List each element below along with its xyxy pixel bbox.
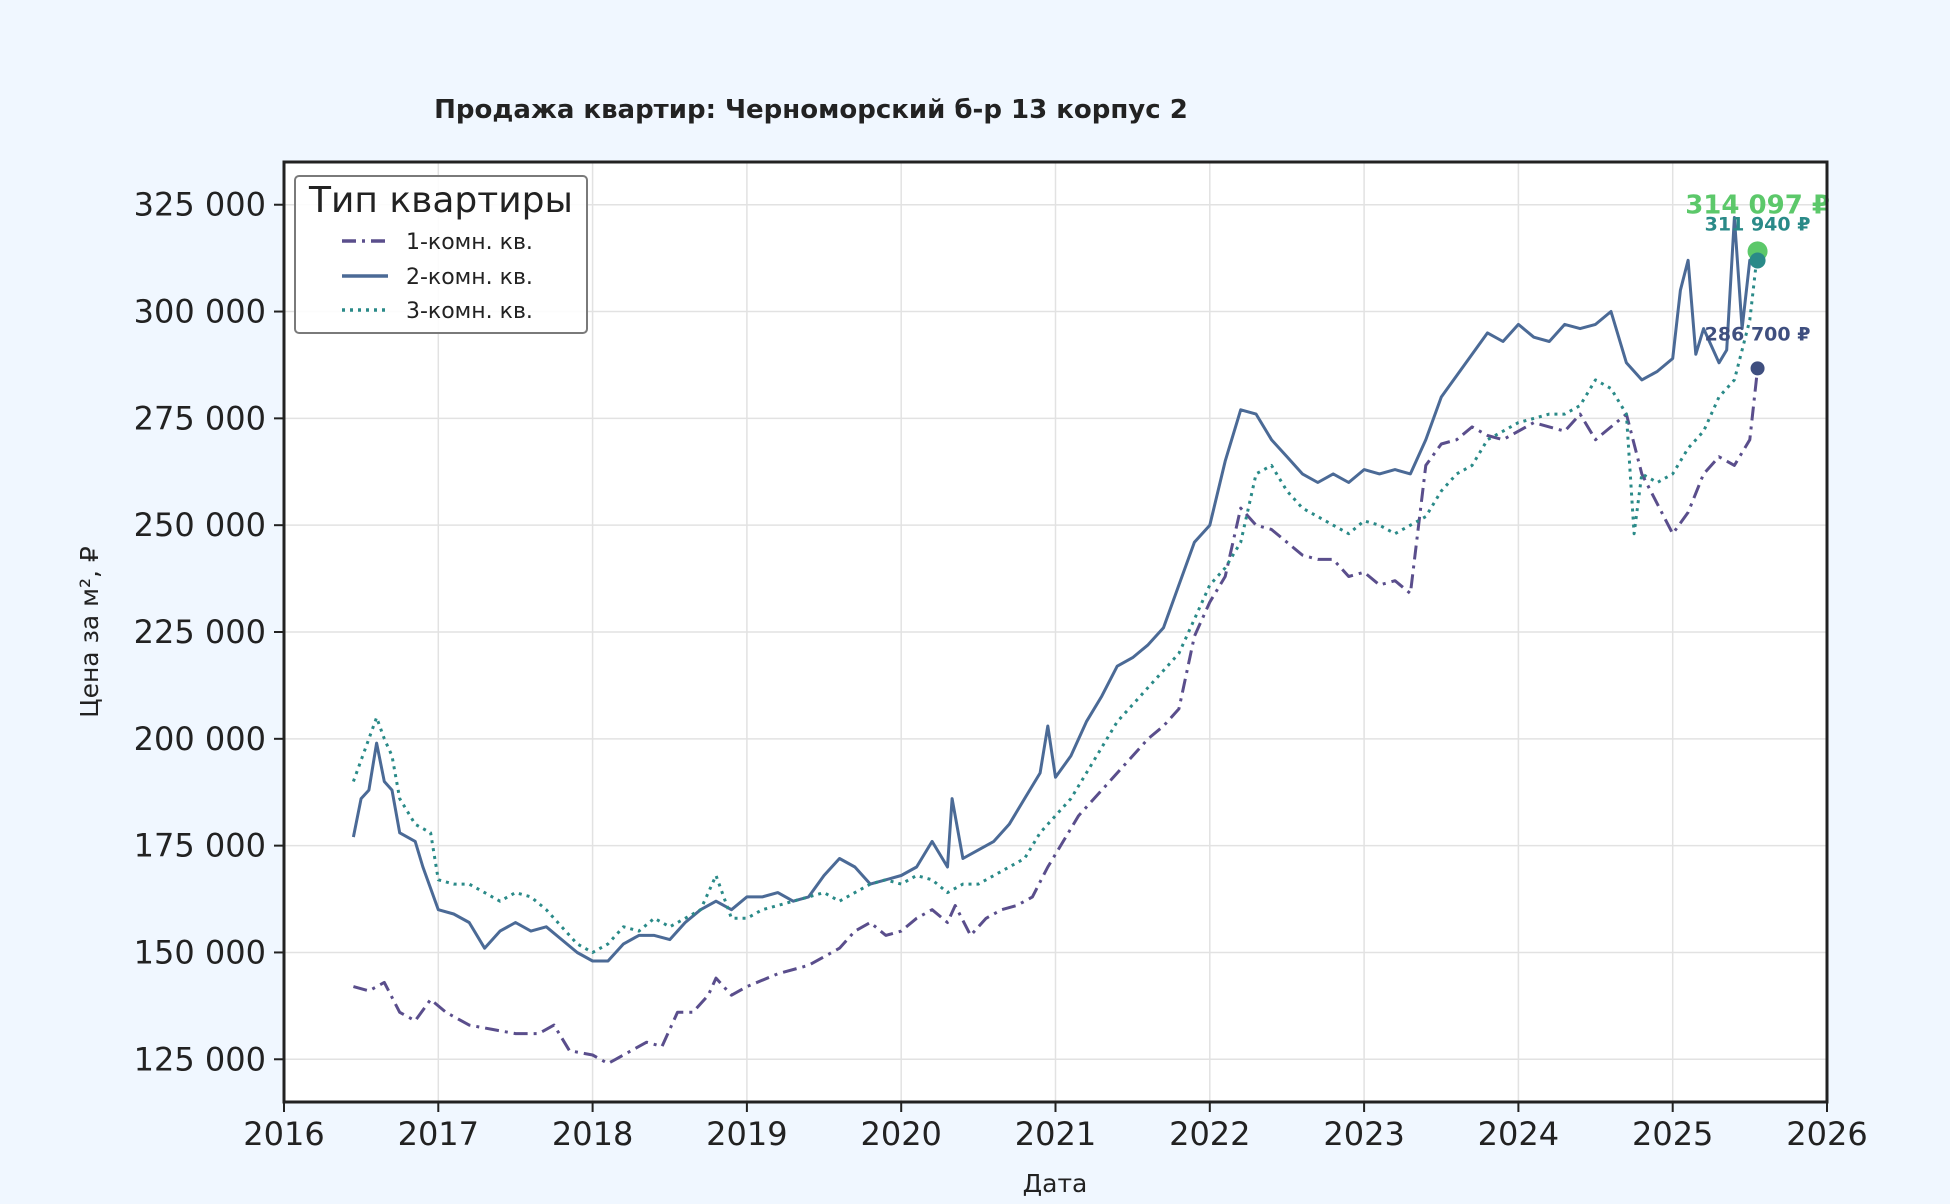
end-value-label: 311 940 ₽ <box>1705 214 1811 236</box>
legend-box <box>294 175 588 334</box>
x-tick-label: 2018 <box>552 1115 633 1153</box>
legend-label-2room: 2-комн. кв. <box>406 265 533 290</box>
legend-label-1room: 1-комн. кв. <box>406 230 533 255</box>
y-tick-label: 300 000 <box>134 293 266 331</box>
x-tick-label: 2016 <box>243 1115 324 1153</box>
x-tick-label: 2020 <box>860 1115 941 1153</box>
y-tick-label: 325 000 <box>134 186 266 224</box>
y-tick-label: 175 000 <box>134 827 266 865</box>
legend-label-3room: 3-комн. кв. <box>406 299 533 324</box>
x-tick-label: 2024 <box>1478 1115 1559 1153</box>
y-tick-label: 150 000 <box>134 933 266 971</box>
series-line-2room <box>351 216 1758 963</box>
grid-lines <box>283 162 1828 1102</box>
x-tick-label: 2017 <box>398 1115 479 1153</box>
end-markers: 314 097 ₽311 940 ₽ 286 700 ₽ <box>1685 190 1830 376</box>
x-tick-label: 2025 <box>1632 1115 1713 1153</box>
x-tick-label: 2023 <box>1323 1115 1404 1153</box>
end-value-label: 286 700 ₽ <box>1705 323 1811 345</box>
end-value-label: 314 097 ₽ <box>1685 190 1830 220</box>
legend: Тип квартиры 1-комн. кв. 2-комн. кв. 3-к… <box>294 175 588 334</box>
chart-title: Продажа квартир: Черноморский б-р 13 кор… <box>434 95 1188 125</box>
y-tick-label: 250 000 <box>134 506 266 544</box>
series-line-1room <box>352 368 1760 1065</box>
y-tick-label: 225 000 <box>134 613 266 651</box>
x-tick-label: 2019 <box>706 1115 787 1153</box>
legend-title: Тип квартиры <box>308 180 573 221</box>
x-axis-label: Дата <box>1023 1169 1088 1198</box>
x-tick-label: 2026 <box>1786 1115 1867 1153</box>
y-axis-label: Цена за м², ₽ <box>75 546 104 718</box>
series-line-3room <box>351 251 1760 954</box>
x-tick-label: 2021 <box>1015 1115 1096 1153</box>
axis-ticks: 2016 2017 2018 2019 2020 2021 2022 2023 2024 2025… <box>134 186 1868 1153</box>
x-tick-label: 2022 <box>1169 1115 1250 1153</box>
y-tick-label: 125 000 <box>134 1040 266 1078</box>
y-tick-label: 200 000 <box>134 720 266 758</box>
y-tick-label: 275 000 <box>134 399 266 437</box>
end-marker <box>1749 252 1766 269</box>
end-marker <box>1750 361 1765 376</box>
series-lines <box>351 216 1760 1065</box>
